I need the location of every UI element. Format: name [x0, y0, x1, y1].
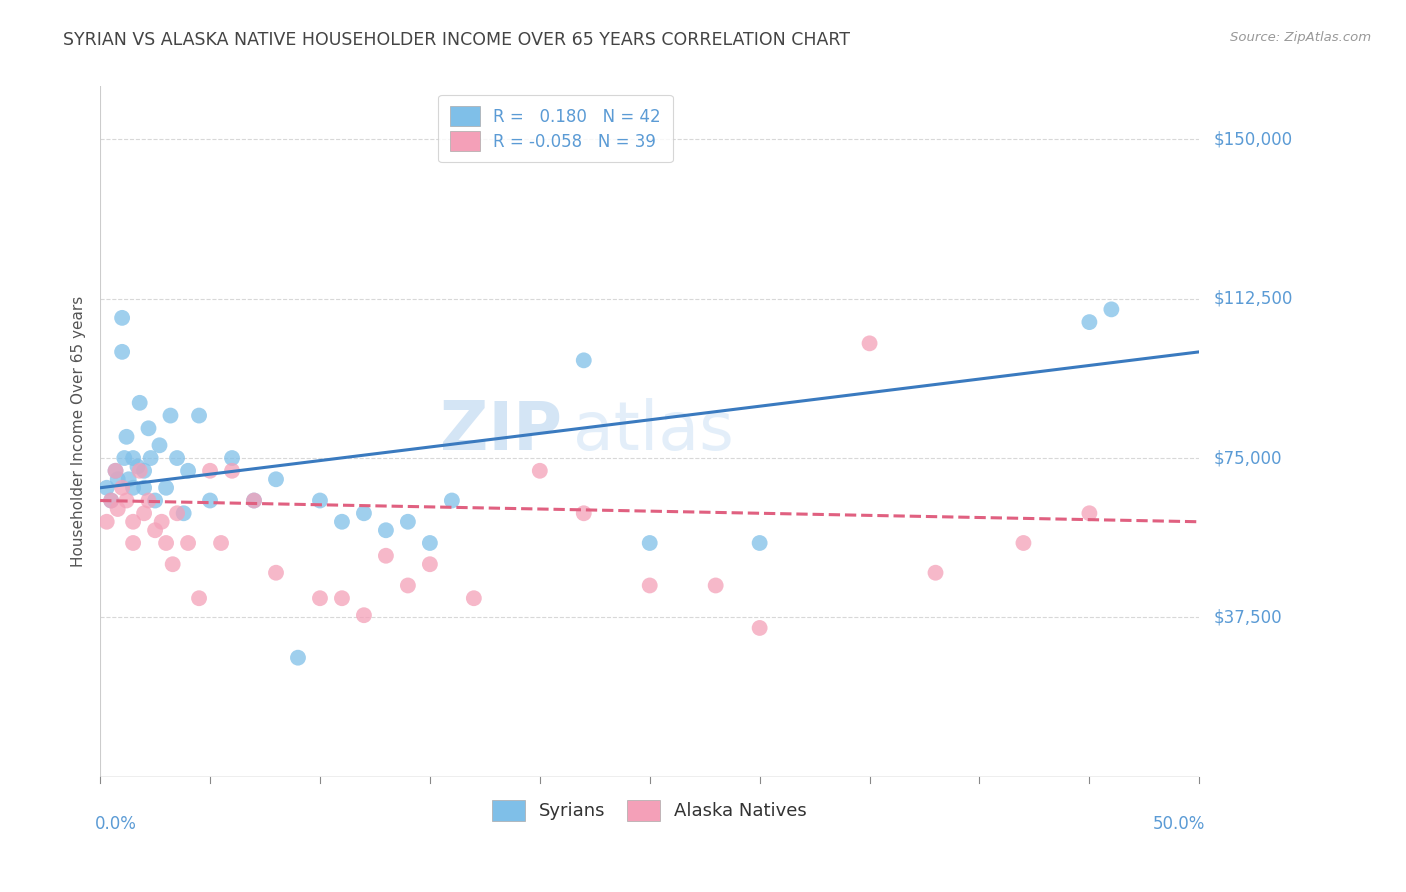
Point [440, 493, 463, 508]
Point [198, 464, 221, 478]
Point [1012, 536, 1035, 550]
Point [188, 409, 211, 423]
Point [128, 464, 150, 478]
Point [748, 621, 770, 635]
Point [198, 493, 221, 508]
Point [155, 481, 177, 495]
Point [155, 536, 177, 550]
Point [143, 523, 166, 537]
Point [243, 493, 266, 508]
Point [858, 336, 880, 351]
Text: $112,500: $112,500 [1213, 290, 1292, 308]
Point [159, 409, 181, 423]
Text: $37,500: $37,500 [1213, 608, 1282, 626]
Point [128, 396, 150, 410]
Point [122, 450, 145, 465]
Point [150, 515, 173, 529]
Point [264, 472, 287, 486]
Point [309, 591, 332, 606]
Text: SYRIAN VS ALASKA NATIVE HOUSEHOLDER INCOME OVER 65 YEARS CORRELATION CHART: SYRIAN VS ALASKA NATIVE HOUSEHOLDER INCO… [63, 31, 851, 49]
Point [572, 353, 595, 368]
Point [127, 459, 149, 474]
Point [287, 650, 309, 665]
Point [209, 536, 232, 550]
Point [107, 502, 129, 516]
Point [638, 578, 661, 592]
Point [118, 472, 141, 486]
Point [122, 536, 145, 550]
Point [96, 515, 118, 529]
Text: ZIP: ZIP [440, 399, 562, 465]
Point [638, 536, 661, 550]
Point [132, 506, 155, 520]
Point [748, 536, 770, 550]
Point [111, 310, 134, 325]
Point [115, 430, 138, 444]
Point [188, 591, 211, 606]
Point [177, 464, 200, 478]
Point [353, 608, 375, 623]
Text: 50.0%: 50.0% [1153, 814, 1205, 832]
Text: $75,000: $75,000 [1213, 449, 1282, 467]
Point [148, 438, 170, 452]
Point [221, 450, 243, 465]
Point [264, 566, 287, 580]
Point [122, 481, 145, 495]
Point [122, 515, 145, 529]
Point [138, 421, 160, 435]
Point [100, 493, 122, 508]
Point [1078, 315, 1101, 329]
Point [1099, 302, 1122, 317]
Point [111, 481, 134, 495]
Point [143, 493, 166, 508]
Point [166, 450, 188, 465]
Text: atlas: atlas [572, 399, 734, 465]
Point [132, 481, 155, 495]
Point [374, 549, 396, 563]
Point [166, 506, 188, 520]
Point [138, 493, 160, 508]
Point [104, 464, 127, 478]
Point [162, 558, 184, 572]
Point [396, 515, 419, 529]
Point [132, 464, 155, 478]
Legend: Syrians, Alaska Natives: Syrians, Alaska Natives [484, 791, 815, 830]
Point [104, 464, 127, 478]
Point [1078, 506, 1101, 520]
Point [96, 481, 118, 495]
Point [924, 566, 946, 580]
Point [419, 558, 441, 572]
Point [330, 591, 353, 606]
Point [529, 464, 551, 478]
Point [112, 450, 135, 465]
Text: $150,000: $150,000 [1213, 130, 1292, 148]
Point [419, 536, 441, 550]
Point [221, 464, 243, 478]
Point [463, 591, 485, 606]
Point [111, 344, 134, 359]
Point [100, 493, 122, 508]
Point [139, 450, 162, 465]
Point [330, 515, 353, 529]
Point [243, 493, 266, 508]
Point [107, 472, 129, 486]
Point [177, 536, 200, 550]
Point [309, 493, 332, 508]
Point [353, 506, 375, 520]
Point [115, 493, 138, 508]
Point [396, 578, 419, 592]
Point [704, 578, 727, 592]
Y-axis label: Householder Income Over 65 years: Householder Income Over 65 years [72, 296, 86, 567]
Point [374, 523, 396, 537]
Point [173, 506, 195, 520]
Text: Source: ZipAtlas.com: Source: ZipAtlas.com [1230, 31, 1371, 45]
Text: 0.0%: 0.0% [94, 814, 136, 832]
Point [572, 506, 595, 520]
